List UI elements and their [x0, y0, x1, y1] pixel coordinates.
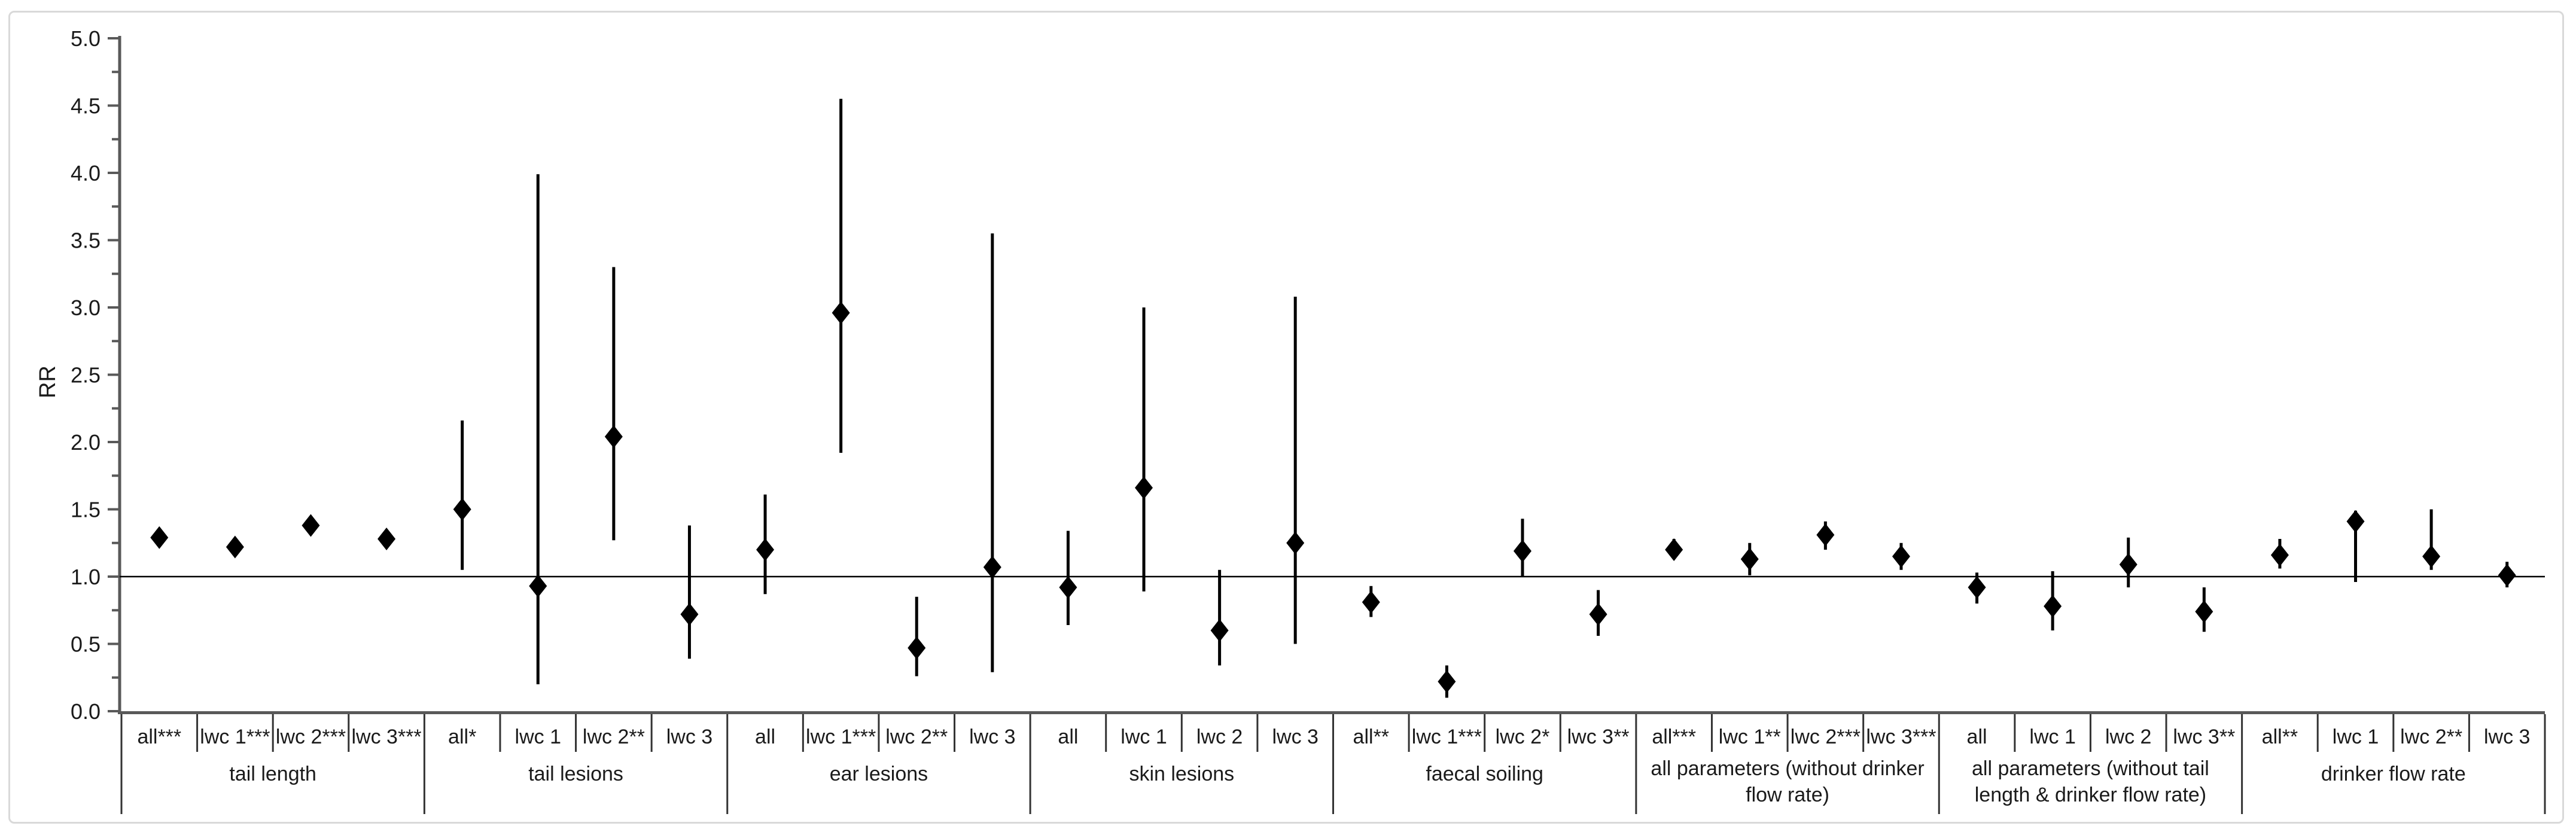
category-label: lwc 3**	[1567, 726, 1630, 748]
category-label: all	[755, 726, 775, 748]
rr-point-marker	[2498, 563, 2516, 587]
category-label: lwc 2**	[583, 726, 645, 748]
rr-point-marker	[1059, 576, 1077, 599]
group-label: ear lesions	[830, 763, 928, 785]
rr-point-marker	[2119, 553, 2137, 576]
y-tick-label: 2.5	[71, 363, 101, 388]
category-label: lwc 3**	[2173, 726, 2235, 748]
category-label: lwc 1**	[1719, 726, 1781, 748]
rr-point-marker	[1362, 590, 1380, 614]
category-label: lwc 2**	[2400, 726, 2462, 748]
rr-point-marker	[2422, 545, 2441, 568]
rr-point-marker	[529, 574, 547, 598]
group-label: all parameters (without drinker	[1651, 757, 1924, 780]
rr-point-marker	[604, 425, 623, 448]
rr-point-marker	[2044, 595, 2062, 618]
category-label: all*	[448, 726, 476, 748]
category-label: lwc 3	[1272, 726, 1318, 748]
rr-point-marker	[377, 528, 396, 550]
category-label: lwc 2**	[885, 726, 948, 748]
category-label: lwc 2	[1196, 726, 1243, 748]
rr-point-marker	[832, 301, 850, 324]
group-label: faecal soiling	[1426, 763, 1543, 785]
rr-point-marker	[983, 556, 1001, 579]
rr-point-marker	[1589, 603, 1607, 626]
group-label: tail lesions	[528, 763, 623, 785]
y-tick-label: 1.0	[71, 565, 101, 589]
category-label: all**	[2262, 726, 2298, 748]
category-label: lwc 3***	[1866, 726, 1936, 748]
category-label: all***	[1652, 726, 1696, 748]
group-label: skin lesions	[1129, 763, 1234, 785]
rr-point-marker	[1892, 545, 1910, 568]
category-label: lwc 3***	[351, 726, 421, 748]
group-label: tail length	[229, 763, 316, 785]
y-tick-label: 1.5	[71, 498, 101, 522]
category-label: lwc 2*	[1496, 726, 1550, 748]
y-tick-label: 2.0	[71, 430, 101, 455]
category-label: lwc 1	[1120, 726, 1167, 748]
rr-point-marker	[1816, 523, 1835, 547]
y-tick-label: 5.0	[71, 26, 101, 51]
rr-point-marker	[908, 636, 926, 660]
rr-point-marker	[2270, 544, 2289, 566]
y-axis-title: RR	[35, 365, 60, 398]
category-label: lwc 2	[2105, 726, 2151, 748]
group-label: length & drinker flow rate)	[1975, 784, 2206, 806]
category-label: lwc 1	[2029, 726, 2075, 748]
rr-point-marker	[1740, 547, 1759, 571]
group-label: drinker flow rate	[2321, 763, 2466, 785]
category-label: all***	[137, 726, 181, 748]
y-tick-label: 3.0	[71, 295, 101, 320]
category-label: lwc 1***	[200, 726, 270, 748]
category-label: lwc 1	[515, 726, 561, 748]
rr-point-marker	[1135, 476, 1153, 499]
y-tick-label: 0.5	[71, 632, 101, 657]
category-label: lwc 3	[969, 726, 1015, 748]
rr-point-marker	[302, 514, 320, 537]
category-label: lwc 2***	[276, 726, 346, 748]
rr-point-marker	[2195, 600, 2213, 623]
rr-point-marker	[2346, 510, 2365, 533]
group-label: all parameters (without tail	[1972, 757, 2209, 780]
category-label: lwc 1***	[806, 726, 876, 748]
category-label: all	[1967, 726, 1987, 748]
category-label: all**	[1353, 726, 1389, 748]
figure-frame-border	[8, 11, 2564, 824]
rr-point-marker	[150, 526, 169, 549]
y-tick-label: 4.0	[71, 161, 101, 185]
rr-point-marker	[680, 603, 699, 626]
rr-point-marker	[1286, 531, 1305, 554]
rr-point-marker	[756, 538, 775, 561]
category-label: all	[1058, 726, 1078, 748]
rr-point-marker	[1513, 540, 1531, 563]
category-label: lwc 1***	[1412, 726, 1482, 748]
rr-point-marker	[1438, 670, 1456, 693]
category-label: lwc 3	[2484, 726, 2530, 748]
rr-point-marker	[1210, 619, 1229, 642]
rr-point-marker	[453, 498, 471, 521]
y-tick-label: 0.0	[71, 699, 101, 724]
rr-point-marker	[1968, 576, 1986, 599]
category-label: lwc 1	[2333, 726, 2379, 748]
group-label: flow rate)	[1746, 784, 1829, 806]
y-tick-label: 3.5	[71, 228, 101, 253]
rr-point-marker	[226, 535, 244, 559]
category-label: lwc 2***	[1791, 726, 1861, 748]
y-tick-label: 4.5	[71, 94, 101, 118]
rr-point-marker	[1665, 538, 1683, 561]
category-label: lwc 3	[666, 726, 712, 748]
